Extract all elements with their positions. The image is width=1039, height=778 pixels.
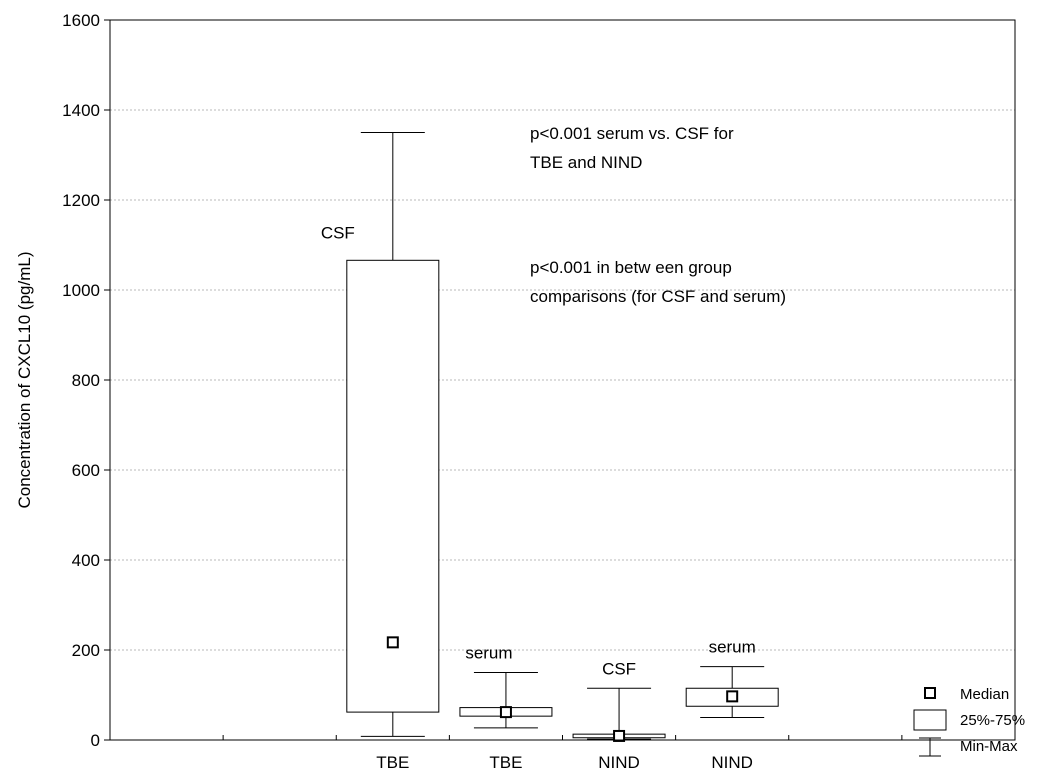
annotation-line-1: p<0.001 serum vs. CSF for [530, 124, 734, 143]
box-median-marker [386, 636, 399, 649]
box-label: serum [709, 638, 756, 657]
x-axis-labels: TBE TBE NIND NIND [376, 753, 753, 772]
y-tick-label: 1400 [62, 101, 100, 120]
y-tick-label: 400 [72, 551, 100, 570]
box-label: CSF [321, 223, 355, 242]
x-category-label: NIND [711, 753, 753, 772]
plot-frame [109, 19, 1016, 741]
box-median-marker [499, 706, 512, 719]
y-axis: 0 200 400 600 800 1000 1200 1400 1600 [62, 11, 903, 750]
legend-median-marker [924, 687, 936, 699]
y-tick-label: 1600 [62, 11, 100, 30]
legend-minmax-label: Min-Max [960, 738, 1018, 755]
y-tick-label: 800 [72, 371, 100, 390]
y-tick-label: 600 [72, 461, 100, 480]
legend-iqr-label: 25%-75% [960, 712, 1025, 729]
x-category-label: TBE [376, 753, 409, 772]
box-series: CSF serum CSF serum [321, 132, 779, 742]
box-label: serum [465, 644, 512, 663]
annotation-line-4: comparisons (for CSF and serum) [530, 287, 786, 306]
box-median-marker [726, 690, 739, 703]
legend: Median 25%-75% Min-Max [913, 686, 1025, 757]
y-tick-label: 1200 [62, 191, 100, 210]
x-category-label: TBE [489, 753, 522, 772]
annotation-line-2: TBE and NIND [530, 153, 642, 172]
legend-median-label: Median [960, 686, 1009, 703]
box-label: CSF [602, 659, 636, 678]
legend-iqr-marker [913, 709, 947, 731]
grid-lines [110, 109, 1015, 651]
box-median-marker [613, 729, 626, 742]
y-tick-label: 0 [91, 731, 100, 750]
annotation-line-3: p<0.001 in betw een group [530, 258, 732, 277]
y-tick-label: 200 [72, 641, 100, 660]
y-axis-title: Concentration of CXCL10 (pg/mL) [15, 251, 34, 508]
y-tick-label: 1000 [62, 281, 100, 300]
x-category-label: NIND [598, 753, 640, 772]
